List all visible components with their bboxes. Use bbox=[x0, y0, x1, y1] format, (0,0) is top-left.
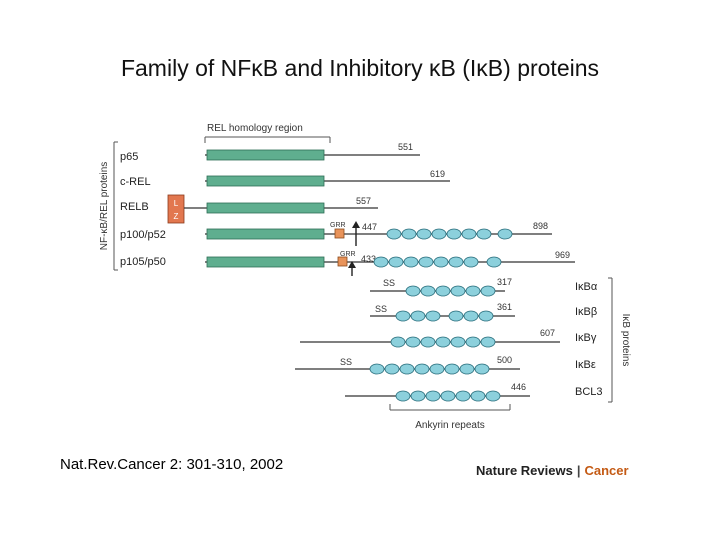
protein-name: c-REL bbox=[120, 176, 151, 188]
protein-length: 500 bbox=[497, 355, 512, 365]
ankyrin-bracket: Ankyrin repeats bbox=[389, 404, 511, 431]
nfkb-row-p100-p52: p100/p52 GRR 447 898 bbox=[120, 221, 552, 246]
leucine-zipper-box bbox=[167, 194, 185, 224]
protein-name: BCL3 bbox=[575, 386, 603, 398]
rel-domain bbox=[206, 175, 325, 187]
cleavage-site: 447 bbox=[362, 222, 377, 232]
protein-name: RELB bbox=[120, 201, 149, 213]
ankyrin-repeats bbox=[369, 363, 490, 375]
brand-section: Cancer bbox=[584, 463, 629, 478]
lz-letter-l: L bbox=[174, 199, 179, 208]
protein-length: 551 bbox=[398, 142, 413, 152]
grr-label: GRR bbox=[340, 251, 356, 258]
ikb-group-label: IκB proteins bbox=[620, 314, 631, 367]
ikb-row-epsilon: SS 500 IκBε bbox=[295, 355, 596, 375]
protein-length: 446 bbox=[511, 382, 526, 392]
rel-homology-bracket: REL homology region bbox=[204, 123, 331, 143]
ankyrin-repeats bbox=[373, 256, 502, 268]
protein-length: 361 bbox=[497, 302, 512, 312]
protein-name: IκBα bbox=[575, 281, 598, 293]
protein-name: IκBε bbox=[575, 359, 596, 371]
grr-box bbox=[337, 256, 348, 267]
protein-length: 317 bbox=[497, 277, 512, 287]
nfkb-row-relb: RELB L Z 557 bbox=[120, 194, 378, 224]
rel-domain bbox=[206, 202, 325, 214]
protein-name: p105/p50 bbox=[120, 256, 166, 268]
ss-label: SS bbox=[340, 357, 352, 367]
nfkb-row-p105-p50: p105/p50 GRR 433 969 bbox=[120, 250, 575, 276]
protein-name: p65 bbox=[120, 151, 138, 163]
ikb-row-beta: SS 361 IκBβ bbox=[370, 302, 597, 322]
protein-name: p100/p52 bbox=[120, 229, 166, 241]
protein-name: IκBγ bbox=[575, 332, 597, 344]
ankyrin-repeats bbox=[405, 285, 496, 297]
ankyrin-label: Ankyrin repeats bbox=[415, 420, 484, 431]
grr-box bbox=[334, 228, 345, 239]
ankyrin-repeats bbox=[386, 228, 513, 240]
rel-domain bbox=[206, 256, 325, 268]
protein-length: 557 bbox=[356, 196, 371, 206]
nfkb-row-c-rel: c-REL 619 bbox=[120, 169, 450, 188]
ikb-row-gamma: 607 IκBγ bbox=[300, 328, 597, 348]
protein-length: 898 bbox=[533, 221, 548, 231]
ss-label: SS bbox=[375, 304, 387, 314]
nfkb-row-p65: p65 551 bbox=[120, 142, 420, 163]
rel-homology-label: REL homology region bbox=[207, 123, 303, 134]
ikb-row-bcl3: 446 BCL3 bbox=[345, 382, 603, 402]
rel-domain bbox=[206, 149, 325, 161]
ankyrin-repeats bbox=[395, 310, 494, 322]
ss-label: SS bbox=[383, 278, 395, 288]
rel-domain bbox=[206, 228, 325, 240]
page-title: Family of NFκB and Inhibitory κB (IκB) p… bbox=[120, 55, 600, 81]
ankyrin-repeats bbox=[390, 336, 496, 348]
ankyrin-repeats bbox=[395, 390, 501, 402]
grr-label: GRR bbox=[330, 222, 346, 229]
nfkb-group-label: NF-κB/REL proteins bbox=[99, 162, 110, 251]
brand-separator: | bbox=[576, 463, 581, 478]
ikb-group-bracket: IκB proteins bbox=[608, 277, 631, 403]
citation: Nat.Rev.Cancer 2: 301-310, 2002 bbox=[60, 456, 284, 473]
protein-name: IκBβ bbox=[575, 306, 597, 318]
lz-letter-z: Z bbox=[174, 212, 179, 221]
publisher-brand: Nature Reviews | Cancer bbox=[476, 463, 629, 478]
protein-length: 969 bbox=[555, 250, 570, 260]
cleavage-site: 433 bbox=[361, 254, 376, 264]
ikb-row-alpha: SS 317 IκBα bbox=[370, 277, 598, 297]
brand-journal: Nature Reviews bbox=[476, 463, 573, 478]
protein-length: 607 bbox=[540, 328, 555, 338]
protein-length: 619 bbox=[430, 169, 445, 179]
nfkb-group-bracket: NF-κB/REL proteins bbox=[99, 141, 118, 271]
